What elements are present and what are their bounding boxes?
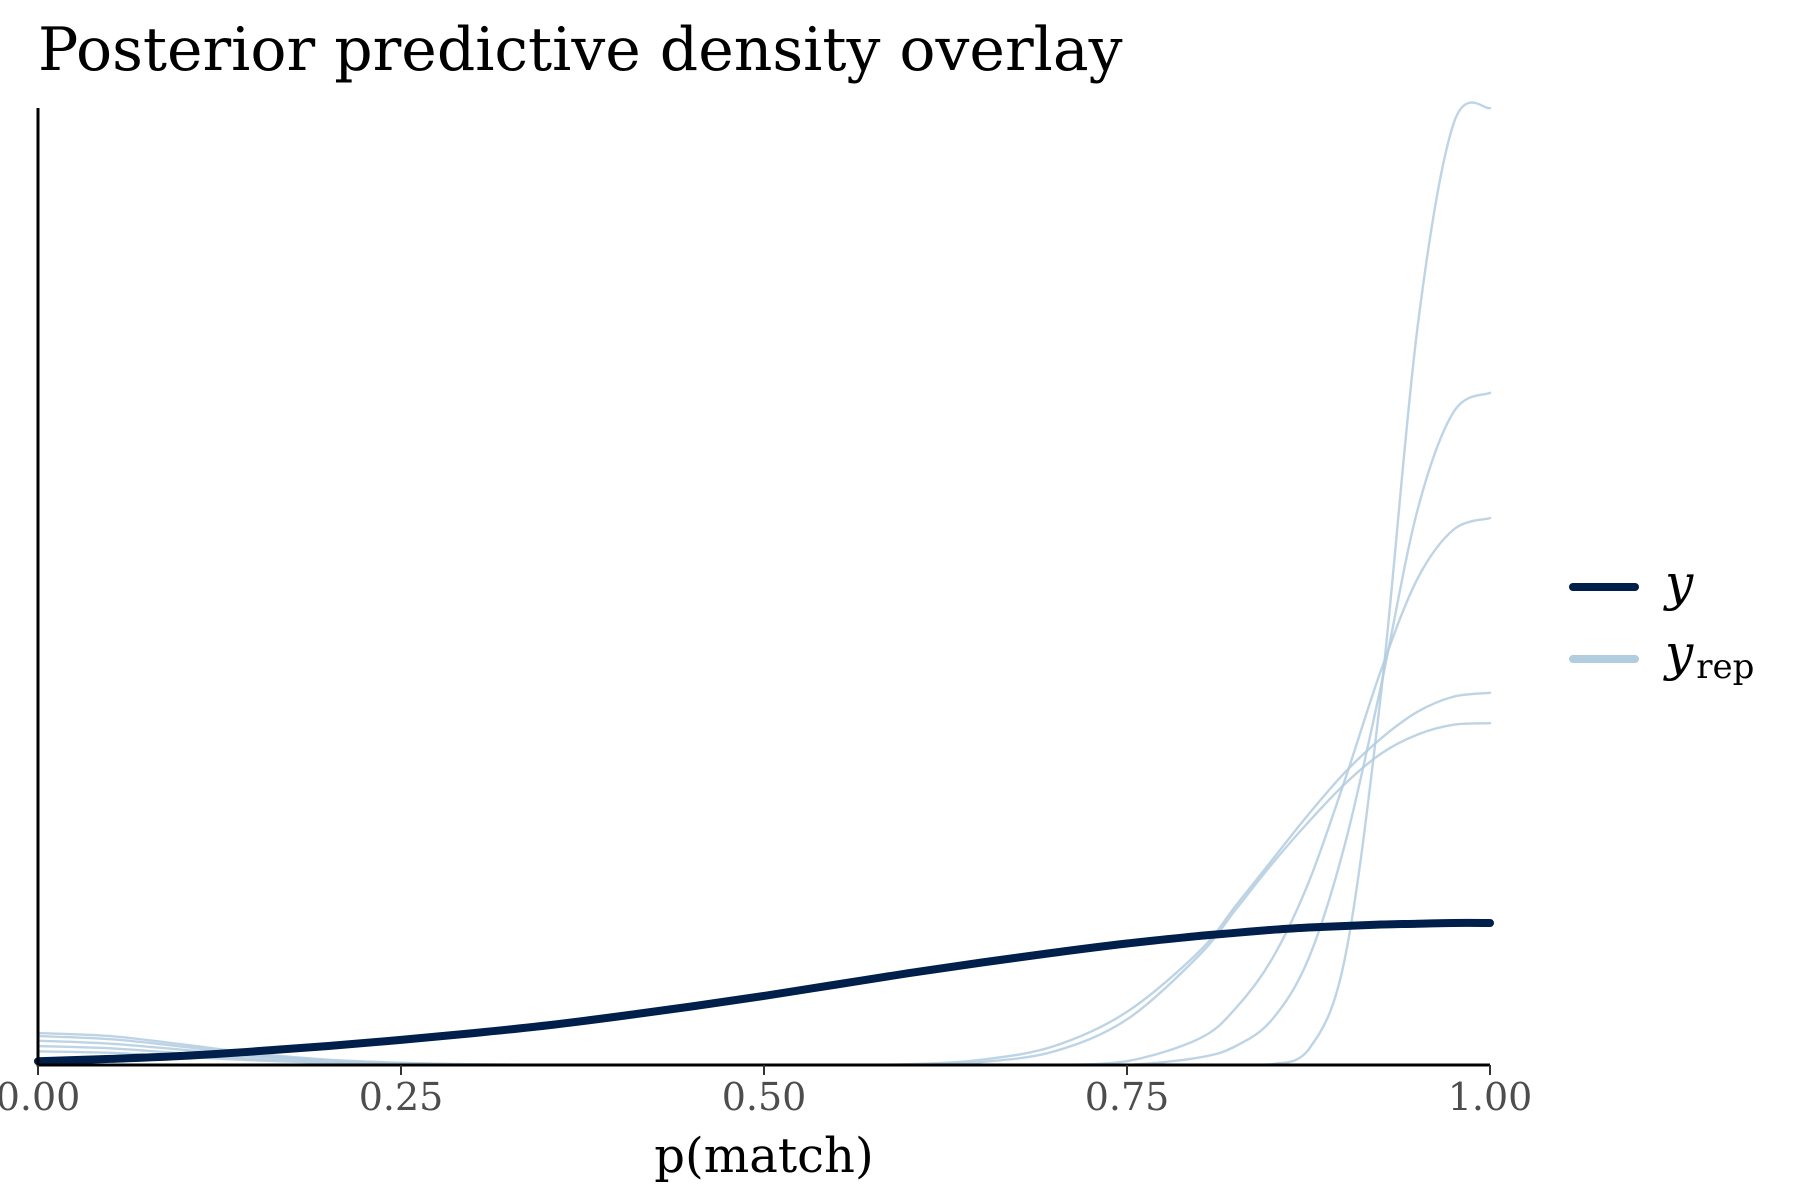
series-line-yrep-5 xyxy=(36,722,1492,1067)
legend-label-yrep-symbol: y xyxy=(1663,624,1694,682)
series-layer xyxy=(34,101,1494,1067)
x-tick-label: 0.25 xyxy=(359,1075,444,1119)
x-tick-label: 1.00 xyxy=(1448,1075,1533,1119)
series-line-yrep-3 xyxy=(36,516,1492,1067)
x-tick-label: 0.00 xyxy=(0,1075,80,1119)
legend-label-yrep-subscript: rep xyxy=(1696,647,1754,687)
series-line-yrep-4 xyxy=(36,691,1492,1067)
legend-label-y-symbol: y xyxy=(1663,554,1694,612)
series-line-y xyxy=(34,918,1494,1066)
x-tick-label: 0.50 xyxy=(722,1075,807,1119)
legend-label-yrep: yrep xyxy=(1663,624,1754,687)
chart-title: Posterior predictive density overlay xyxy=(38,15,1123,85)
legend-label-y: y xyxy=(1663,554,1694,612)
x-axis-ticks: 0.00 0.25 0.50 0.75 1.00 xyxy=(0,1065,1532,1119)
series-line-yrep-1 xyxy=(36,101,1492,1067)
x-tick-label: 0.75 xyxy=(1085,1075,1170,1119)
legend: y yrep xyxy=(1569,554,1754,687)
series-line-yrep-2 xyxy=(36,391,1492,1067)
x-axis-label: p(match) xyxy=(654,1128,873,1184)
